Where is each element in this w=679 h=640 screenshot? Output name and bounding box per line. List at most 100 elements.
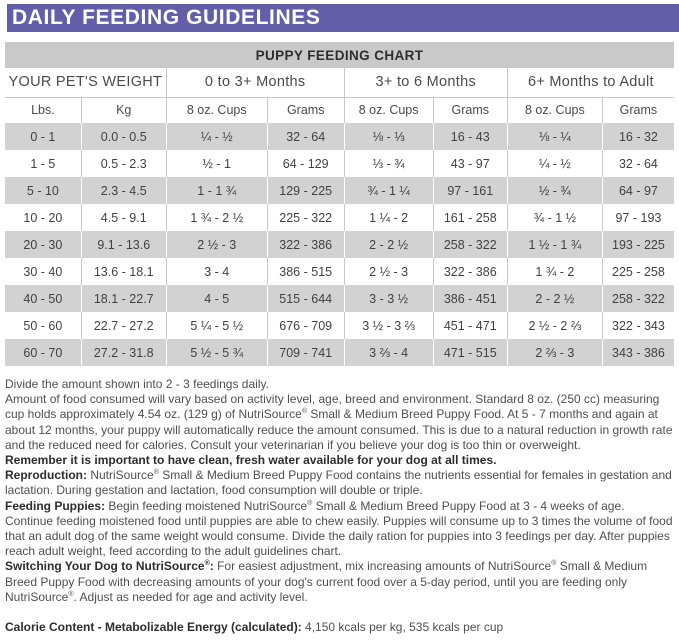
cell: 40 - 50 [5,285,82,312]
puppy-feeding-chart: PUPPY FEEDING CHART YOUR PET'S WEIGHT 0 t… [5,42,674,366]
cell: 97 - 161 [432,177,508,204]
cell: 0 - 1 [5,123,82,150]
cell: 16 - 32 [601,123,674,150]
cell: ¼ - ½ [506,150,603,177]
note-paragraph: Reproduction: NutriSource® Small & Mediu… [5,468,672,498]
cell: 1 - 1 ¾ [165,177,268,204]
sub-header-4: 8 oz. Cups [343,97,434,123]
cell: 1 ¾ - 2 ½ [165,204,268,231]
registered-mark: ® [204,560,210,568]
cell: 2 ½ - 3 [343,258,434,285]
note-paragraph: Amount of food consumed will vary based … [5,392,673,452]
cell: 30 - 40 [23,264,63,279]
cell: 16 - 43 [432,123,508,150]
cell: 1 ½ - 1 ¾ [506,231,603,258]
cell: 2.3 - 4.5 [80,177,167,204]
cell: ¼ - ½ [165,123,268,150]
table-row: 60 - 70 27.2 - 31.8 5 ½ - 5 ¾ 709 - 741 3 ⅔ … [5,339,674,366]
cell: 64 - 129 [266,150,345,177]
cell: 2 - 2 ½ [506,285,603,312]
cell: 27.2 - 31.8 [80,339,167,366]
registered-mark: ® [551,560,557,568]
cell: 225 - 322 [266,204,345,231]
cell: 258 - 322 [601,285,674,312]
cell: 43 - 97 [432,150,508,177]
cell: 322 - 343 [601,312,674,339]
cell: 129 - 225 [266,177,345,204]
sub-header-1: Kg [80,97,167,123]
registered-mark: ® [153,469,159,477]
group-header-3: 6+ Months to Adult [506,68,674,98]
cell: 5 - 10 [5,177,82,204]
note-lead: Feeding Puppies: [5,498,106,513]
note-paragraph: Remember it is important to have clean, … [5,453,497,468]
cell: 3 - 3 ½ [343,285,434,312]
cell: 2 - 2 ½ [343,231,434,258]
cell: 2 ½ - 2 ⅔ [506,312,603,339]
cell: 258 - 322 [432,231,508,258]
note-lead: Switching Your Dog to NutriSource®: [5,559,214,574]
cell: 161 - 258 [432,204,508,231]
feeding-notes: Divide the amount shown into 2 - 3 feedi… [5,377,673,635]
cell: 515 - 644 [266,285,345,312]
page-title: DAILY FEEDING GUIDELINES [12,6,321,29]
cell: 5 ½ - 5 ¾ [165,339,268,366]
feeding-table-body: 0 - 1 0.0 - 0.5 ¼ - ½ 32 - 64 ⅛ - ⅓ 16 - 43 ⅛ … [5,123,674,366]
cell: 193 - 225 [601,231,674,258]
registered-mark: ® [307,499,313,507]
cell: 10 - 20 [23,210,63,225]
cell: ⅓ - ¾ [343,150,434,177]
sub-header-5: Grams [432,97,508,123]
cell: ¾ - 1 ¼ [343,177,434,204]
cell: 13.6 - 18.1 [80,258,167,285]
sub-header-3: Grams [266,97,345,123]
table-row: 20 - 30 9.1 - 13.6 2 ½ - 3 322 - 386 2 - 2 ½… [5,231,674,258]
cell: 386 - 451 [432,285,508,312]
cell: ½ - 1 [165,150,268,177]
sub-header-6: 8 oz. Cups [506,97,603,123]
cell: 3 - 4 [165,258,268,285]
cell: 64 - 97 [601,177,674,204]
cell: 343 - 386 [601,339,674,366]
cell: 676 - 709 [266,312,345,339]
cell: 225 - 258 [601,258,674,285]
cell: 1 ¼ - 2 [343,204,434,231]
note-paragraph: Switching Your Dog to NutriSource®: For … [5,559,648,604]
cell: 32 - 64 [266,123,345,150]
table-row: 1 - 5 0.5 - 2.3 ½ - 1 64 - 129 ⅓ - ¾ 43 - 97 ¼… [5,150,674,177]
puppy-feeding-table: PUPPY FEEDING CHART YOUR PET'S WEIGHT 0 t… [5,42,674,366]
note-paragraph: Calorie Content - Metabolizable Energy (… [5,620,504,635]
sub-header-7: Grams [601,97,674,123]
group-header-2: 3+ to 6 Months [343,68,508,98]
cell: 2 ½ - 3 [165,231,268,258]
table-row: 0 - 1 0.0 - 0.5 ¼ - ½ 32 - 64 ⅛ - ⅓ 16 - 43 ⅛ … [5,123,674,150]
note-lead: Reproduction: [5,468,87,483]
registered-mark: ® [301,408,307,416]
group-header-row: YOUR PET'S WEIGHT 0 to 3+ Months 3+ to 6 M… [5,68,674,98]
sub-header-0: Lbs. [31,103,55,118]
cell: 60 - 70 [5,339,82,366]
page-title-bar: DAILY FEEDING GUIDELINES [7,4,679,32]
cell: 709 - 741 [266,339,345,366]
cell: 1 ¾ - 2 [506,258,603,285]
cell: 9.1 - 13.6 [80,231,167,258]
cell: 20 - 30 [5,231,82,258]
cell: 50 - 60 [23,318,63,333]
chart-title: PUPPY FEEDING CHART [5,42,674,68]
group-header-0: YOUR PET'S WEIGHT [5,68,167,98]
note-paragraph: Feeding Puppies: Begin feeding moistened… [5,498,673,559]
table-row: 50 - 60 22.7 - 27.2 5 ¼ - 5 ½ 676 - 709 3 ½ … [5,312,674,339]
cell: 1 - 5 [30,156,56,171]
cell: 22.7 - 27.2 [80,312,167,339]
cell: ½ - ¾ [506,177,603,204]
cell: 5 ¼ - 5 ½ [165,312,268,339]
sub-header-2: 8 oz. Cups [165,97,268,123]
cell: ⅛ - ¼ [506,123,603,150]
sub-header-row: Lbs. Kg 8 oz. Cups Grams 8 oz. Cups Grams 8 oz… [5,97,674,123]
cell: 322 - 386 [266,231,345,258]
cell: 4 - 5 [165,285,268,312]
note-lead: Calorie Content - Metabolizable Energy (… [5,620,302,635]
cell: 0.5 - 2.3 [80,150,167,177]
